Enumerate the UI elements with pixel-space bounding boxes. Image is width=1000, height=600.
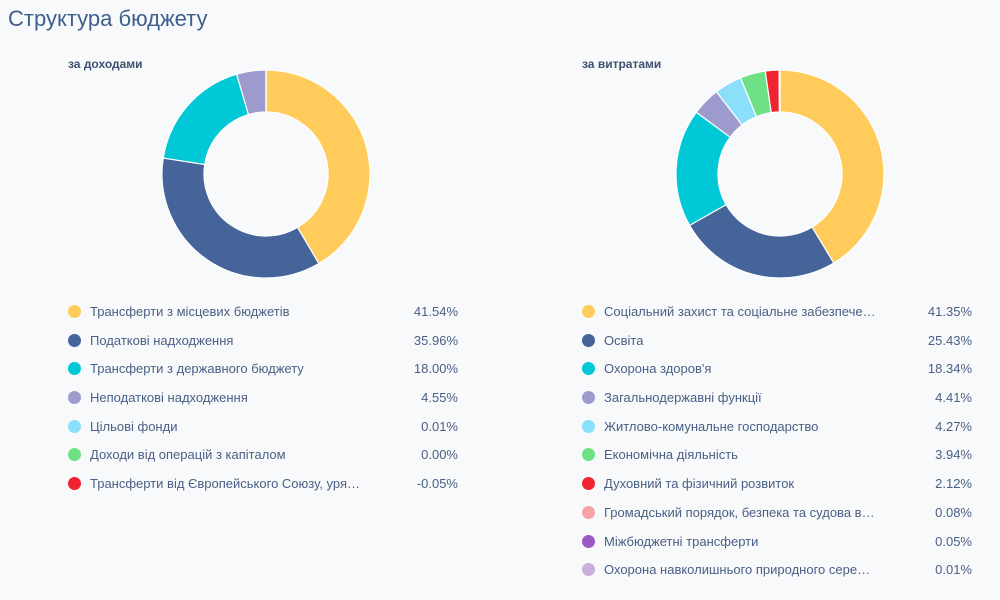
- expense-slice-1[interactable]: [688, 203, 835, 279]
- legend-color-dot: [68, 333, 81, 347]
- expense-legend-item[interactable]: Економічна діяльність 3.94%: [580, 440, 980, 469]
- legend-label: Трансферти з місцевих бюджетів: [90, 304, 290, 319]
- income-legend: Трансферти з місцевих бюджетів 41.54% Пода…: [66, 297, 466, 498]
- expense-legend: Соціальний захист та соціальне забезпече…: [580, 297, 980, 584]
- legend-label: Трансферти з державного бюджету: [90, 361, 304, 377]
- legend-value: 4.27%: [935, 418, 972, 434]
- expense-legend-item[interactable]: Духовний та фізичний розвиток 2.12%: [580, 469, 980, 498]
- legend-color-dot: [582, 505, 595, 519]
- legend-value: 25.43%: [927, 332, 972, 348]
- legend-color-dot: [68, 391, 81, 405]
- expense-legend-item[interactable]: Загальнодержавні функції 4.41%: [580, 383, 980, 412]
- expense-legend-item[interactable]: Освіта 25.43%: [580, 326, 980, 355]
- legend-label: Загальнодержавні функції: [604, 390, 762, 406]
- legend-label: Громадський порядок, безпека та судова в…: [604, 504, 875, 520]
- income-legend-item[interactable]: Неподаткові надходження 4.55%: [66, 383, 466, 412]
- legend-value: 18.00%: [413, 361, 458, 377]
- legend-label: Міжбюджетні трансферти: [604, 533, 759, 549]
- legend-color-dot: [68, 362, 81, 376]
- legend-value: 0.01%: [421, 418, 458, 434]
- legend-label: Неподаткові надходження: [90, 390, 248, 406]
- legend-label: Охорона навколишнього природного сере…: [604, 562, 871, 578]
- income-slice-1[interactable]: [161, 157, 320, 279]
- legend-label: Охорона здоров'я: [604, 361, 712, 377]
- income-legend-item[interactable]: Податкові надходження 35.96%: [66, 326, 466, 355]
- legend-value: 0.01%: [935, 562, 972, 578]
- income-legend-item[interactable]: Доходи від операцій з капіталом 0.00%: [66, 440, 466, 469]
- legend-value: 18.34%: [927, 361, 972, 377]
- legend-color-dot: [582, 333, 595, 347]
- legend-label: Освіта: [604, 332, 644, 348]
- legend-value: 3.94%: [935, 447, 972, 463]
- legend-color-dot: [68, 477, 81, 491]
- legend-color-dot: [582, 362, 595, 376]
- expense-legend-item[interactable]: Соціальний захист та соціальне забезпече…: [580, 297, 980, 326]
- legend-color-dot: [68, 448, 81, 462]
- legend-value: 0.05%: [935, 533, 972, 549]
- legend-color-dot: [582, 419, 595, 433]
- income-legend-item[interactable]: Цільові фонди 0.01%: [66, 412, 466, 441]
- legend-label: Соціальний захист та соціальне забезпече…: [604, 304, 876, 319]
- legend-value: 4.55%: [421, 390, 458, 406]
- legend-value: -0.05%: [416, 476, 458, 492]
- legend-value: 2.12%: [935, 476, 972, 492]
- expense-legend-item[interactable]: Громадський порядок, безпека та судова в…: [580, 498, 980, 527]
- income-donut-chart: [161, 69, 371, 279]
- legend-color-dot: [582, 448, 595, 462]
- legend-label: Цільові фонди: [90, 418, 178, 434]
- income-slice-2[interactable]: [162, 73, 250, 166]
- legend-color-dot: [582, 477, 595, 491]
- legend-value: 0.00%: [421, 447, 458, 463]
- legend-label: Доходи від операцій з капіталом: [90, 447, 286, 463]
- legend-value: 0.08%: [935, 504, 972, 520]
- income-legend-item[interactable]: Трансферти від Європейського Союзу, уря……: [66, 469, 466, 498]
- legend-color-dot: [582, 391, 595, 405]
- legend-color-dot: [68, 419, 81, 433]
- legend-value: 41.35%: [927, 304, 972, 319]
- legend-label: Духовний та фізичний розвиток: [604, 476, 795, 492]
- legend-value: 35.96%: [413, 332, 458, 348]
- legend-label: Економічна діяльність: [604, 447, 738, 463]
- page-title: Структура бюджету: [8, 6, 208, 31]
- income-legend-item[interactable]: Трансферти з державного бюджету 18.00%: [66, 354, 466, 383]
- legend-color-dot: [582, 563, 595, 577]
- legend-color-dot: [68, 305, 81, 318]
- legend-label: Житлово-комунальне господарство: [604, 418, 819, 434]
- legend-color-dot: [582, 534, 595, 548]
- expense-legend-item[interactable]: Міжбюджетні трансферти 0.05%: [580, 527, 980, 556]
- expense-legend-item[interactable]: Житлово-комунальне господарство 4.27%: [580, 412, 980, 441]
- expense-slice-0[interactable]: [779, 69, 885, 264]
- income-chart-title: за доходами: [68, 57, 143, 71]
- legend-label: Трансферти від Європейського Союзу, уря…: [90, 476, 360, 492]
- income-legend-item[interactable]: Трансферти з місцевих бюджетів 41.54%: [66, 297, 466, 326]
- expense-legend-item[interactable]: Охорона навколишнього природного сере… 0.…: [580, 555, 980, 584]
- income-panel: за доходами Трансферти з місцевих бюджет…: [66, 0, 466, 600]
- expense-legend-item[interactable]: Охорона здоров'я 18.34%: [580, 354, 980, 383]
- income-slice-0[interactable]: [265, 69, 371, 265]
- legend-value: 41.54%: [413, 304, 458, 319]
- expense-panel: за витратами Соціальний захист та соціал…: [580, 0, 980, 600]
- legend-label: Податкові надходження: [90, 332, 234, 348]
- legend-color-dot: [582, 305, 595, 318]
- legend-value: 4.41%: [935, 390, 972, 406]
- expense-donut-chart: [675, 69, 885, 279]
- expense-chart-title: за витратами: [582, 57, 662, 71]
